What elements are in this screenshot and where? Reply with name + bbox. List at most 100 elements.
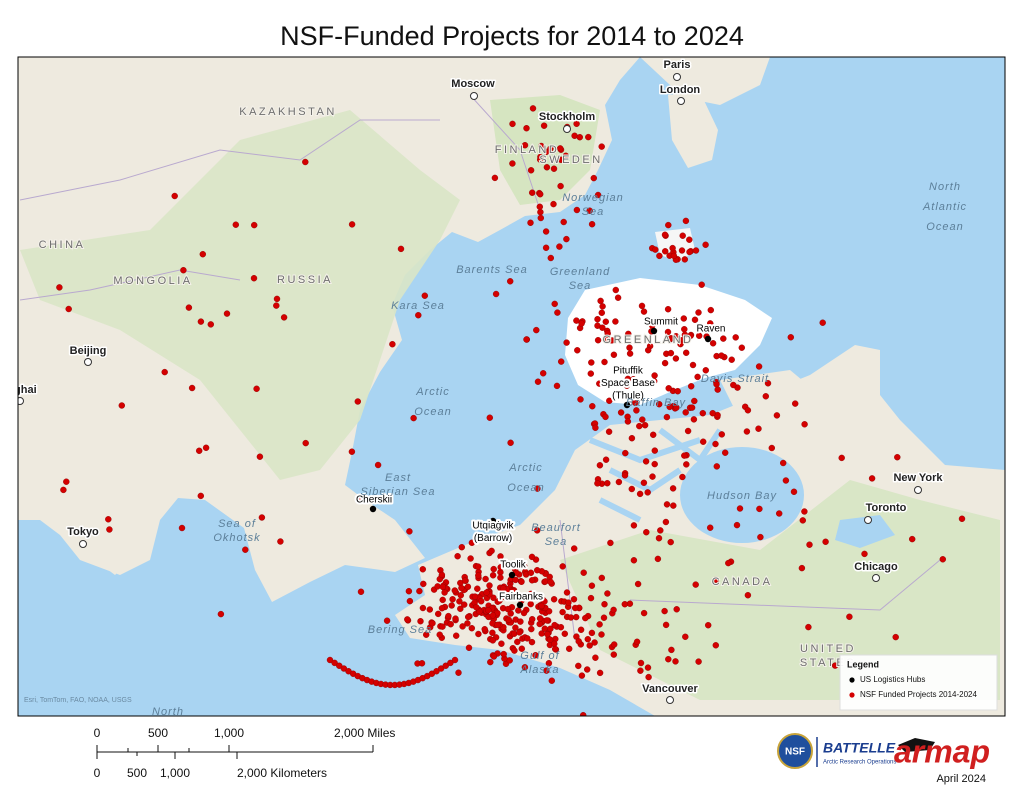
city-marker [872, 574, 880, 582]
project-point [643, 529, 650, 536]
project-point [801, 508, 808, 515]
project-point [455, 669, 462, 676]
project-point [60, 486, 67, 494]
city-label: nghai [7, 384, 36, 396]
project-point [573, 613, 580, 621]
project-point [439, 596, 446, 604]
project-point [507, 439, 514, 446]
project-point [250, 221, 258, 229]
project-point [892, 633, 899, 641]
project-point [556, 243, 563, 250]
project-point [580, 569, 587, 576]
project-point [491, 174, 499, 182]
project-point [684, 427, 692, 435]
project-point [599, 324, 606, 331]
project-point [628, 485, 635, 493]
project-point [590, 174, 597, 182]
project-point [474, 585, 481, 592]
borders [19, 94, 941, 641]
project-point [550, 200, 557, 208]
project-point [273, 295, 281, 303]
project-point [756, 505, 763, 513]
project-point [674, 388, 681, 395]
project-point [728, 356, 735, 363]
project-point [677, 340, 684, 348]
project-point [662, 518, 670, 526]
project-point [664, 328, 672, 336]
project-point [185, 304, 193, 311]
project-point [642, 458, 650, 465]
project-point [690, 416, 698, 423]
project-point [543, 617, 551, 624]
scale-label-km: 500 [127, 766, 147, 780]
water-label: Sea [582, 206, 605, 218]
project-point [637, 379, 644, 386]
project-point [277, 538, 284, 545]
project-point [596, 462, 604, 469]
scale-label-miles: 2,000 Miles [334, 726, 395, 740]
water-label: Hudson Bay [707, 490, 777, 502]
project-point [486, 582, 493, 589]
project-point [507, 278, 514, 285]
project-point [773, 412, 781, 419]
project-point [331, 659, 338, 667]
project-point [488, 547, 495, 555]
water-label: Sea [569, 280, 592, 292]
project-point [578, 672, 586, 679]
project-point [490, 653, 498, 660]
project-point [171, 192, 178, 200]
project-point [529, 105, 537, 112]
project-point [594, 480, 601, 487]
project-point [406, 528, 413, 535]
project-point [592, 424, 599, 431]
project-point [473, 604, 480, 611]
project-point [909, 535, 916, 543]
project-point [762, 393, 769, 400]
project-point [630, 557, 638, 564]
green-cover [20, 110, 460, 480]
project-point [699, 410, 706, 417]
region-label: KAZAKHSTAN [239, 106, 337, 118]
project-point [679, 232, 686, 239]
project-point [572, 604, 579, 612]
project-point [610, 651, 617, 658]
project-point [515, 607, 522, 614]
water-label: Greenland [550, 266, 610, 278]
project-point [461, 601, 468, 608]
project-point [449, 596, 456, 603]
project-point [436, 631, 443, 638]
project-point [546, 636, 554, 643]
project-point [404, 616, 411, 623]
project-point [465, 613, 472, 621]
project-point [586, 207, 593, 214]
project-point [486, 414, 493, 421]
water-label: East [385, 472, 411, 484]
project-point [682, 633, 689, 640]
project-point [326, 656, 334, 664]
battelle-logo: BATTELLE [823, 740, 896, 756]
project-point [527, 167, 535, 174]
project-point [483, 589, 490, 596]
project-point [651, 447, 658, 454]
project-point [665, 221, 672, 229]
project-point [670, 252, 678, 260]
project-point [707, 306, 714, 314]
project-point [692, 247, 700, 254]
project-point [691, 316, 699, 323]
project-point [557, 145, 564, 152]
project-point [464, 583, 472, 590]
project-point [604, 590, 611, 597]
project-point [451, 656, 459, 664]
project-point [548, 677, 555, 684]
europe-west [640, 57, 770, 105]
water-label: Okhotsk [213, 532, 260, 544]
project-point [696, 332, 703, 339]
project-point [478, 598, 485, 605]
attribution: Esri, TomTom, FAO, NOAA, USGS [24, 697, 132, 704]
project-point [529, 616, 536, 623]
project-point [494, 598, 501, 605]
nsf-logo-text: NSF [785, 747, 805, 758]
project-point [668, 646, 675, 654]
project-point [468, 625, 475, 632]
water-label: Ocean [414, 406, 451, 418]
